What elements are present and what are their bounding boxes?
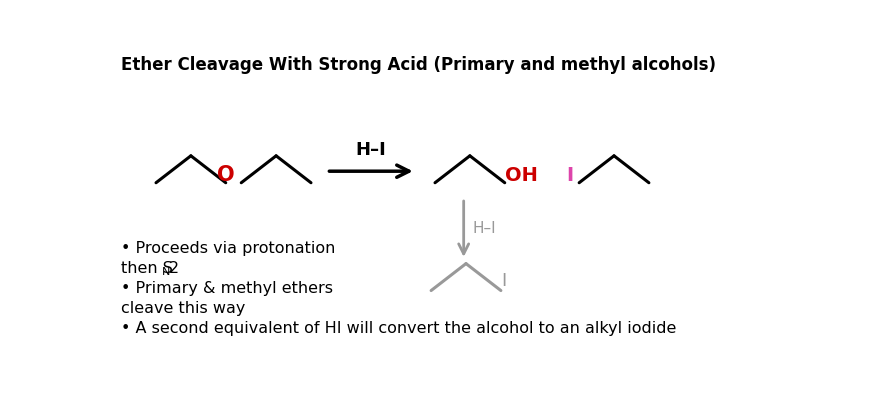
Text: OH: OH xyxy=(505,166,538,184)
Text: 2: 2 xyxy=(168,261,179,276)
Text: I: I xyxy=(567,166,574,184)
Text: cleave this way: cleave this way xyxy=(121,301,245,316)
Text: • Primary & methyl ethers: • Primary & methyl ethers xyxy=(121,281,333,296)
Text: then S: then S xyxy=(121,261,173,276)
Text: I: I xyxy=(501,272,506,290)
Text: • A second equivalent of HI will convert the alcohol to an alkyl iodide: • A second equivalent of HI will convert… xyxy=(121,321,676,336)
Text: O: O xyxy=(217,165,235,185)
Text: Ether Cleavage With Strong Acid (Primary and methyl alcohols): Ether Cleavage With Strong Acid (Primary… xyxy=(121,56,716,74)
Text: • Proceeds via protonation: • Proceeds via protonation xyxy=(121,241,336,256)
Text: N: N xyxy=(162,267,170,277)
Text: H–I: H–I xyxy=(473,222,497,236)
Text: H–I: H–I xyxy=(356,141,386,159)
